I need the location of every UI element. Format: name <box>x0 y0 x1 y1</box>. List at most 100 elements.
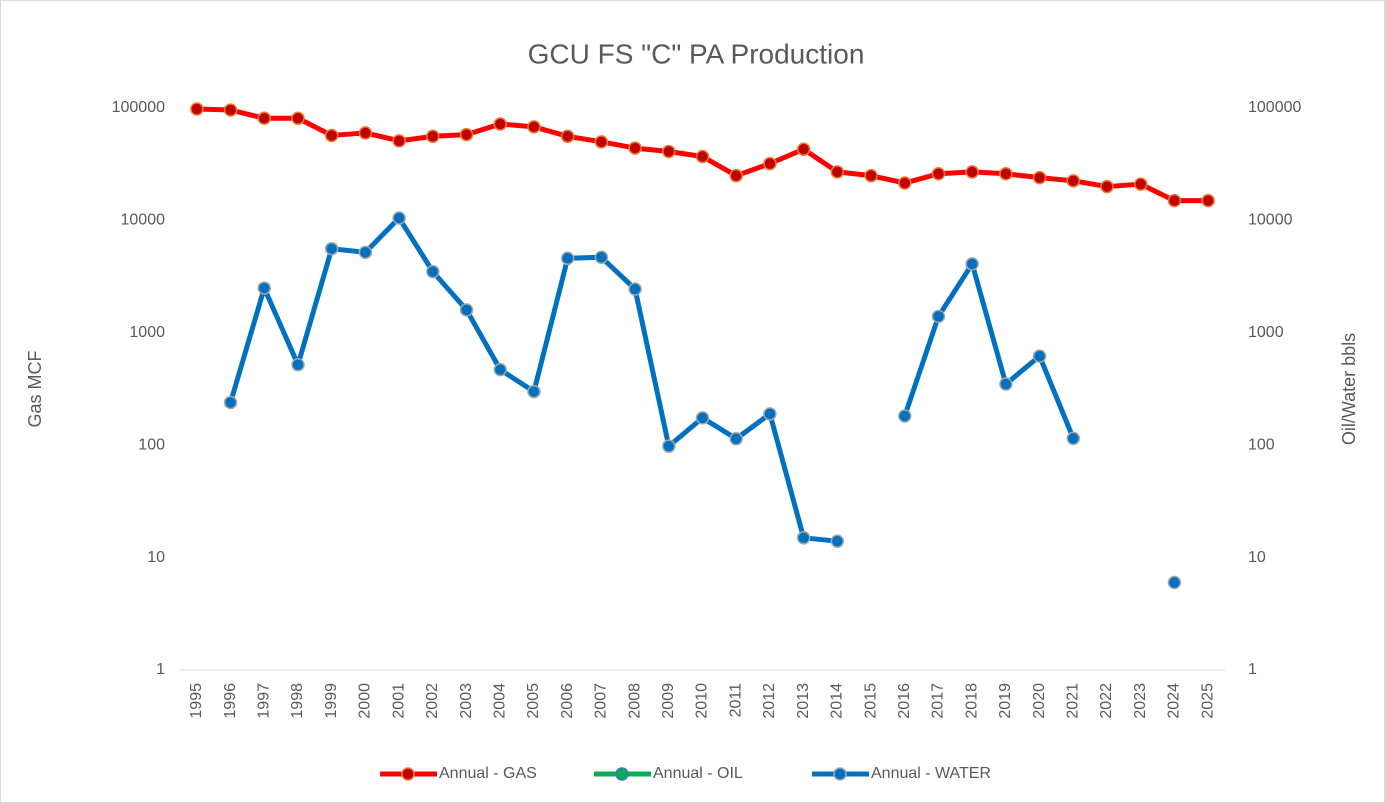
y2-tick-label: 10 <box>1248 549 1266 566</box>
marker <box>392 134 406 148</box>
x-tick-label: 2024 <box>1166 683 1183 719</box>
marker <box>830 534 845 548</box>
marker <box>965 257 979 271</box>
marker <box>493 362 507 377</box>
marker <box>1032 170 1047 185</box>
x-tick-label: 2004 <box>491 683 508 719</box>
chart-title: GCU FS "C" PA Production <box>528 38 865 69</box>
marker <box>965 165 979 179</box>
marker <box>628 141 642 155</box>
marker <box>729 168 743 183</box>
marker <box>695 149 710 164</box>
legend-marker <box>833 767 847 781</box>
x-tick-label: 1995 <box>188 683 205 719</box>
marker <box>898 176 912 190</box>
marker <box>1100 179 1114 194</box>
marker <box>223 395 238 410</box>
marker <box>560 129 575 144</box>
legend-label: Annual - WATER <box>871 765 991 782</box>
marker <box>931 309 946 324</box>
marker <box>662 439 676 453</box>
marker <box>223 103 238 117</box>
marker <box>1032 349 1047 363</box>
y2-tick-label: 10000 <box>1248 212 1293 229</box>
marker <box>931 167 946 181</box>
marker <box>291 111 305 126</box>
marker <box>729 432 743 446</box>
legend-label: Annual - OIL <box>653 765 743 782</box>
x-tick-label: 2018 <box>963 683 980 719</box>
marker <box>257 111 272 126</box>
y2-tick-label: 100000 <box>1248 99 1301 116</box>
y-tick-label: 10 <box>147 549 165 566</box>
marker <box>628 282 642 296</box>
x-tick-label: 2011 <box>727 683 744 718</box>
marker <box>426 264 440 279</box>
marker <box>493 117 507 131</box>
marker <box>459 127 474 142</box>
x-tick-label: 2020 <box>1031 683 1048 719</box>
marker <box>594 250 609 265</box>
legend-label: Annual - GAS <box>439 765 537 782</box>
marker <box>796 531 811 545</box>
x-tick-label: 2012 <box>761 683 778 719</box>
marker <box>527 384 541 399</box>
x-tick-label: 2001 <box>390 683 407 719</box>
x-tick-label: 2009 <box>660 683 677 719</box>
x-tick-label: 2025 <box>1199 683 1216 719</box>
x-tick-label: 2023 <box>1132 683 1149 719</box>
x-tick-label: 1998 <box>289 683 306 719</box>
x-tick-label: 1999 <box>323 683 340 719</box>
x-tick-label: 2016 <box>896 683 913 719</box>
marker <box>190 102 204 116</box>
y-tick-label: 10000 <box>121 212 166 229</box>
marker <box>898 409 912 423</box>
marker <box>763 156 777 171</box>
marker <box>999 167 1013 181</box>
marker <box>358 126 373 140</box>
marker <box>1066 431 1081 446</box>
x-tick-label: 2021 <box>1065 683 1082 719</box>
marker <box>1133 177 1148 191</box>
marker <box>830 165 845 179</box>
marker <box>358 245 373 260</box>
legend-marker <box>401 767 415 781</box>
marker <box>1167 575 1182 590</box>
x-tick-label: 1996 <box>222 683 239 719</box>
legend-marker <box>615 767 629 781</box>
y2-tick-label: 1000 <box>1248 324 1284 341</box>
x-tick-label: 2022 <box>1098 683 1115 719</box>
marker <box>324 241 339 256</box>
marker <box>594 135 609 149</box>
marker <box>560 251 575 266</box>
marker <box>1066 174 1081 188</box>
marker <box>291 357 305 372</box>
marker <box>695 411 710 425</box>
y-tick-label: 1 <box>156 661 165 678</box>
x-tick-label: 2002 <box>424 683 441 719</box>
y-tick-label: 1000 <box>129 324 165 341</box>
x-tick-label: 2019 <box>997 683 1014 719</box>
marker <box>796 142 811 156</box>
x-tick-label: 2006 <box>559 683 576 719</box>
marker <box>1167 193 1182 208</box>
x-tick-label: 2013 <box>795 683 812 719</box>
marker <box>662 144 676 159</box>
x-tick-label: 2014 <box>829 683 846 719</box>
marker <box>1201 193 1215 208</box>
x-tick-label: 2015 <box>862 683 879 719</box>
x-tick-label: 2000 <box>357 683 374 719</box>
marker <box>864 168 878 183</box>
x-tick-label: 1997 <box>255 683 272 719</box>
y2-tick-label: 1 <box>1248 661 1257 678</box>
marker <box>459 303 474 317</box>
y-tick-label: 100000 <box>112 99 165 116</box>
x-tick-label: 2008 <box>626 683 643 719</box>
marker <box>763 407 777 421</box>
marker <box>999 377 1013 391</box>
marker <box>324 128 339 143</box>
y-axis-label: Gas MCF <box>25 350 45 427</box>
x-tick-label: 2005 <box>525 683 542 719</box>
x-tick-label: 2003 <box>458 683 475 719</box>
